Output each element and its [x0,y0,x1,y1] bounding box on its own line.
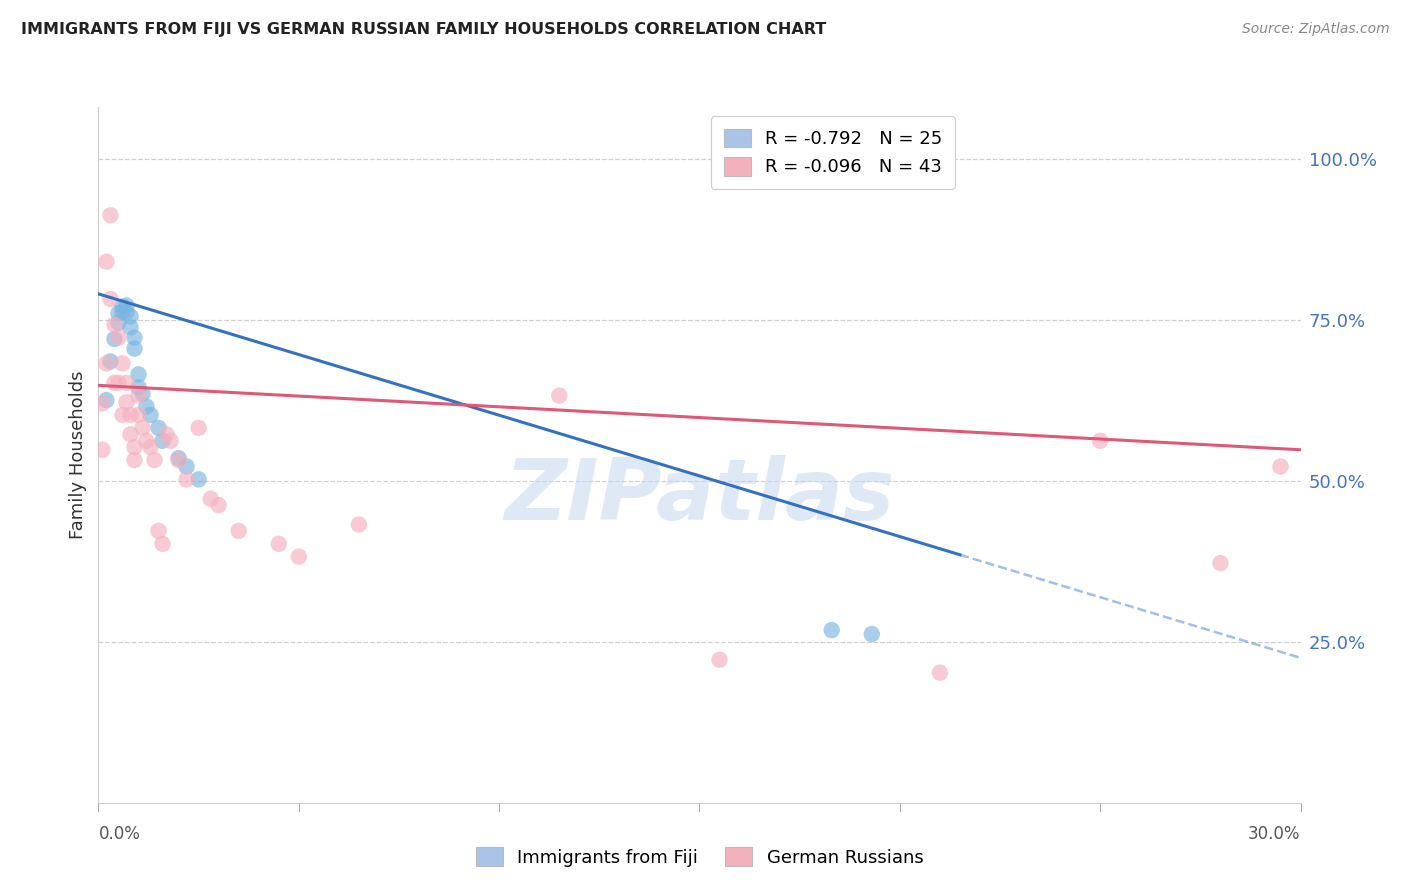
Point [187,421,209,435]
Point [96,254,118,268]
Text: 0.0%: 0.0% [98,825,141,843]
Point [107,376,129,390]
Point [187,472,209,486]
Point [228,524,250,538]
Point [100,354,122,368]
Text: ZIPatlas: ZIPatlas [505,455,894,538]
Text: Source: ZipAtlas.com: Source: ZipAtlas.com [1241,22,1389,37]
Point [288,549,311,564]
Point [176,472,198,486]
Point [111,305,134,319]
Point [128,380,150,394]
Point [124,331,146,345]
Point [107,331,129,345]
Point [100,208,122,222]
Point [135,400,157,414]
Text: IMMIGRANTS FROM FIJI VS GERMAN RUSSIAN FAMILY HOUSEHOLDS CORRELATION CHART: IMMIGRANTS FROM FIJI VS GERMAN RUSSIAN F… [21,22,827,37]
Point [103,376,125,390]
Point [115,298,138,312]
Point [100,292,122,306]
Y-axis label: Family Households: Family Households [69,371,87,539]
Point [103,332,125,346]
Point [148,421,170,435]
Point [120,408,142,422]
Point [91,442,114,457]
Point [167,453,190,467]
Point [124,342,146,356]
Point [103,318,125,332]
Point [159,434,181,448]
Point [148,524,170,538]
Point [115,395,138,409]
Point [267,537,290,551]
Point [107,306,129,320]
Point [111,300,134,314]
Point [107,316,129,330]
Point [143,453,166,467]
Point [96,393,118,408]
Point [120,310,142,324]
Point [347,517,370,532]
Point [111,408,134,422]
Text: 30.0%: 30.0% [1249,825,1301,843]
Point [929,665,952,680]
Point [1209,556,1232,570]
Point [135,434,157,448]
Point [200,491,222,506]
Point [131,386,153,401]
Point [124,453,146,467]
Point [128,408,150,422]
Point [115,376,138,390]
Point [131,421,153,435]
Point [167,451,190,466]
Point [860,627,883,641]
Point [208,498,231,512]
Point [155,427,177,442]
Point [139,440,162,454]
Legend: Immigrants from Fiji, German Russians: Immigrants from Fiji, German Russians [468,840,931,874]
Point [115,305,138,319]
Point [120,427,142,442]
Point [111,356,134,370]
Point [120,320,142,334]
Point [1270,459,1292,474]
Point [128,389,150,403]
Point [548,389,571,403]
Point [152,537,174,551]
Point [709,653,731,667]
Point [152,434,174,448]
Point [124,440,146,454]
Point [91,396,114,410]
Point [1088,434,1111,448]
Point [96,356,118,370]
Point [176,459,198,474]
Point [821,623,844,637]
Point [139,408,162,422]
Point [128,368,150,382]
